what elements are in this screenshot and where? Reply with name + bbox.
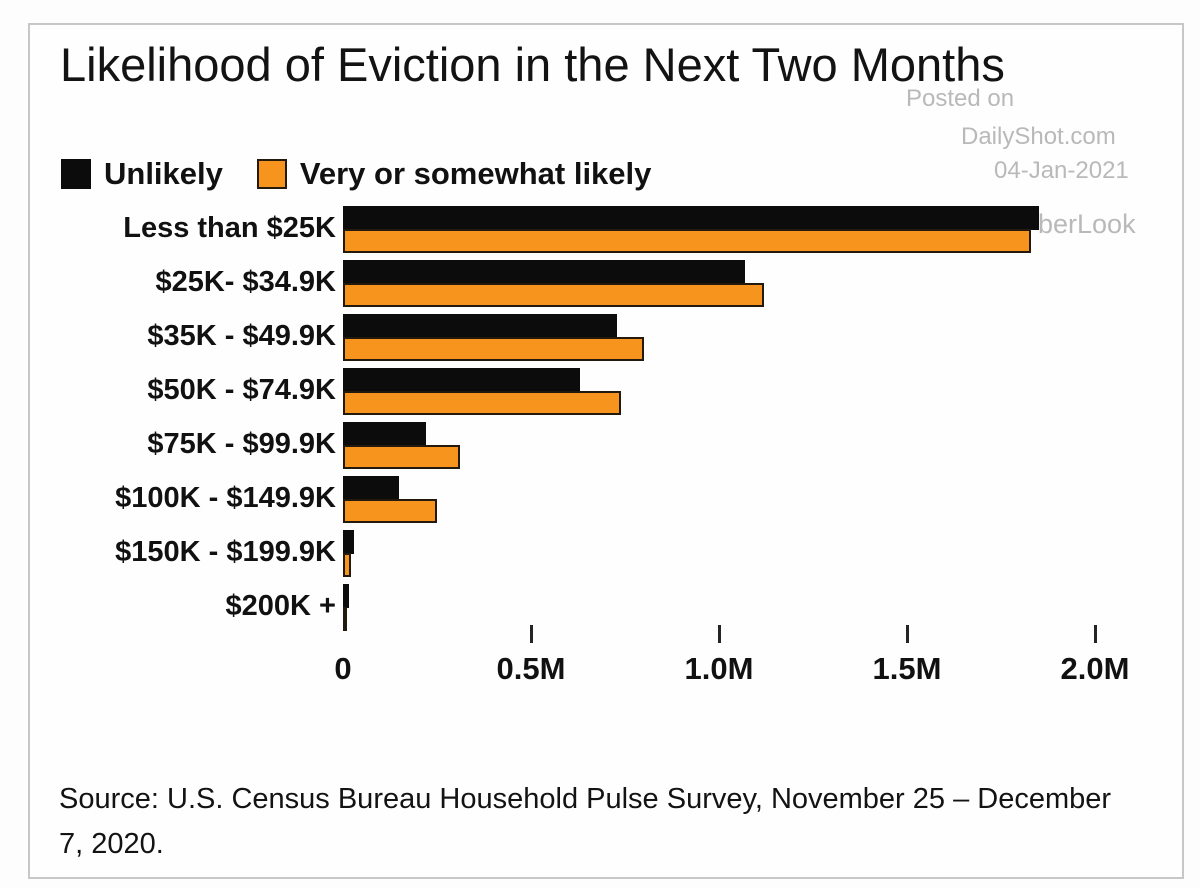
legend-swatch-icon: [61, 159, 91, 189]
category-label: $150K - $199.9K: [115, 536, 336, 568]
bar-likely: [343, 499, 437, 523]
bar-area: [343, 473, 1153, 527]
x-tick-mark: [1094, 625, 1097, 643]
bar-likely: [343, 391, 621, 415]
legend-item-0: Unlikely: [61, 156, 223, 192]
bar-unlikely: [343, 368, 580, 392]
legend-swatch-icon: [256, 159, 287, 189]
bar-unlikely: [343, 260, 745, 284]
bar-area: [343, 419, 1153, 473]
bar-area: [343, 527, 1153, 581]
chart-panel: Likelihood of Eviction in the Next Two M…: [28, 23, 1184, 879]
chart-title: Likelihood of Eviction in the Next Two M…: [60, 38, 1005, 91]
category-label: Less than $25K: [123, 212, 336, 244]
legend-label: Very or somewhat likely: [299, 156, 652, 191]
x-tick-mark: [906, 625, 909, 643]
x-axis: [343, 625, 1153, 647]
x-tick-mark: [718, 625, 721, 643]
x-axis-labels: 0 0.5M 1.0M 1.5M 2.0M: [334, 651, 1153, 693]
bar-area: [343, 203, 1153, 257]
bar-likely: [343, 607, 347, 631]
category-label: $50K - $74.9K: [147, 374, 336, 406]
chart-row: $150K - $199.9K: [53, 527, 1153, 581]
bar-unlikely: [343, 476, 399, 500]
x-tick-label: 0: [334, 651, 352, 686]
bar-unlikely: [343, 584, 349, 608]
x-tick-label: 1.5M: [872, 651, 942, 686]
bar-likely: [343, 337, 644, 361]
chart-rows: Less than $25K $25K- $34.9K $35K - $49.9K $…: [53, 203, 1153, 635]
bar-unlikely: [343, 314, 617, 338]
category-label: $75K - $99.9K: [147, 428, 336, 460]
bar-likely: [343, 553, 351, 577]
bar-likely: [343, 229, 1031, 253]
source-line-1: Source: U.S. Census Bureau Household Pul…: [59, 783, 1112, 815]
bar-area: [343, 365, 1153, 419]
watermark-dailyshot: DailyShot.com: [961, 123, 1116, 150]
chart-row: $75K - $99.9K: [53, 419, 1153, 473]
source-line-2: 7, 2020.: [59, 828, 164, 860]
watermark-posted-on: Posted on: [906, 85, 1015, 112]
category-label: $35K - $49.9K: [147, 320, 336, 352]
category-label: $25K- $34.9K: [155, 266, 336, 298]
chart-row: $50K - $74.9K: [53, 365, 1153, 419]
source-note: Source: U.S. Census Bureau Household Pul…: [59, 777, 1111, 867]
bar-area: [343, 311, 1153, 365]
watermark-date: 04-Jan-2021: [994, 157, 1129, 184]
bar-likely: [343, 445, 460, 469]
category-label: $100K - $149.9K: [115, 482, 336, 514]
chart-row: $35K - $49.9K: [53, 311, 1153, 365]
bar-area: [343, 581, 1153, 635]
x-tick-mark: [530, 625, 533, 643]
x-tick-label: 2.0M: [1060, 651, 1130, 686]
chart-row: Less than $25K: [53, 203, 1153, 257]
bar-unlikely: [343, 422, 426, 446]
x-tick-label: 1.0M: [684, 651, 754, 686]
chart-row: $25K- $34.9K: [53, 257, 1153, 311]
watermark-soberlook-partial: berLook: [1038, 209, 1136, 239]
legend-item-1: Very or somewhat likely: [256, 156, 652, 192]
legend: Unlikely Very or somewhat likely: [61, 156, 685, 192]
chart-row: $100K - $149.9K: [53, 473, 1153, 527]
x-tick-label: 0.5M: [496, 651, 566, 686]
bar-unlikely: [343, 206, 1039, 230]
category-label: $200K +: [225, 590, 336, 622]
legend-label: Unlikely: [104, 156, 223, 191]
bar-unlikely: [343, 530, 354, 554]
chart-row: $200K +: [53, 581, 1153, 635]
bar-area: [343, 257, 1153, 311]
bar-likely: [343, 283, 764, 307]
